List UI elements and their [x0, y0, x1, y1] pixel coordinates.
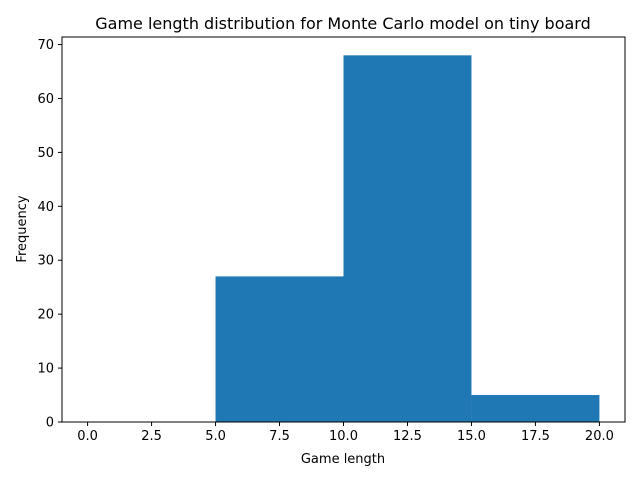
x-axis-label: Game length: [301, 452, 385, 467]
histogram-bar: [343, 55, 472, 422]
x-tick-label: 20.0: [585, 429, 614, 444]
x-tick-label: 10.0: [329, 429, 358, 444]
y-tick-label: 0: [46, 416, 54, 431]
y-tick-label: 60: [37, 92, 54, 107]
y-tick-label: 50: [37, 146, 54, 161]
bars-group: [215, 55, 600, 422]
x-tick-label: 0.0: [77, 429, 98, 444]
chart-title: Game length distribution for Monte Carlo…: [95, 14, 591, 33]
y-tick-label: 40: [37, 200, 54, 215]
plot-frame: [61, 36, 626, 423]
y-tick-label: 70: [37, 38, 54, 53]
y-tick-label: 20: [37, 308, 54, 323]
y-tick-label: 30: [37, 254, 54, 269]
x-tick-label: 12.5: [393, 429, 422, 444]
y-axis-ticks: 0 10 20 30 40 50 60 70: [37, 38, 62, 431]
x-tick-label: 15.0: [457, 429, 486, 444]
histogram-bar: [215, 276, 344, 422]
x-tick-label: 7.5: [269, 429, 290, 444]
histogram-bar: [471, 395, 600, 422]
x-tick-label: 2.5: [141, 429, 162, 444]
y-tick-label: 10: [37, 362, 54, 377]
x-axis-ticks: 0.0 2.5 5.0 7.5 10.0 12.5 15.0 17.5 20.0: [77, 422, 614, 444]
y-axis-label: Frequency: [15, 195, 30, 262]
x-tick-label: 5.0: [205, 429, 226, 444]
x-tick-label: 17.5: [521, 429, 550, 444]
